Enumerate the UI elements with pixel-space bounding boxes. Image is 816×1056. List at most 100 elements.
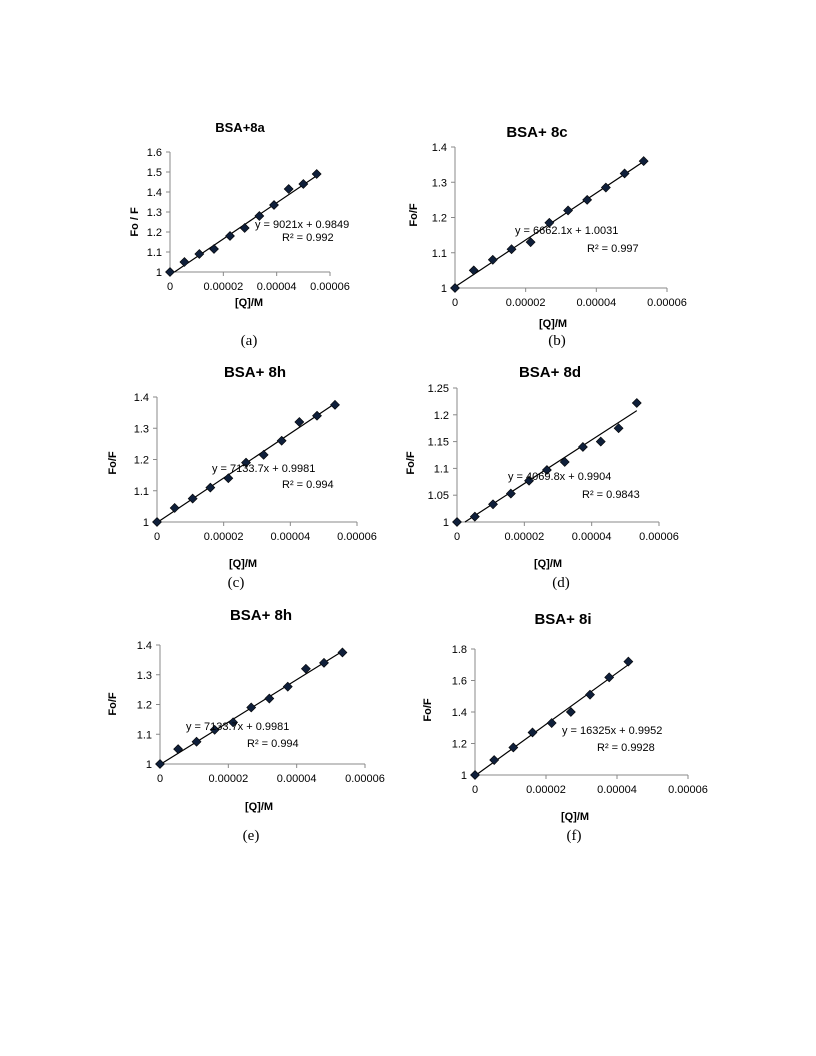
- data-point: [506, 244, 517, 255]
- chart-panel-e: BSA+ 8h Fo/F [Q]/M 1 1.1 1.2 1.3 1.4 0 0.00002…: [100, 598, 390, 818]
- x-tick-label: 0: [167, 281, 173, 293]
- x-axis-label: [Q]/M: [539, 318, 567, 330]
- data-point: [191, 736, 202, 747]
- data-point: [619, 168, 630, 179]
- data-point: [228, 717, 239, 728]
- y-tick-label: 1.3: [147, 207, 162, 219]
- y-tick-label: 1.25: [428, 383, 449, 395]
- x-tick-label: 0.00006: [668, 784, 708, 796]
- caption-c: (c): [227, 575, 245, 591]
- data-point: [264, 693, 275, 704]
- x-tick-label: 0.00004: [597, 784, 637, 796]
- data-point: [468, 265, 479, 276]
- data-point: [585, 689, 595, 700]
- x-axis-label: [Q]/M: [229, 558, 257, 570]
- y-axis-label: Fo/F: [422, 698, 434, 721]
- r-squared-label: R² = 0.997: [587, 243, 639, 255]
- data-point: [209, 244, 219, 254]
- x-tick-label: 0.00004: [270, 531, 310, 543]
- x-tick-label: 0.00006: [647, 297, 687, 309]
- y-tick-label: 1: [461, 770, 467, 782]
- chart-title: BSA+ 8h: [224, 364, 286, 381]
- data-point: [595, 436, 606, 447]
- chart-title: BSA+ 8h: [230, 607, 292, 624]
- r-squared-label: R² = 0.992: [282, 232, 334, 244]
- data-point: [319, 657, 329, 668]
- y-tick-label: 1.2: [137, 700, 152, 712]
- x-tick-label: 0.00002: [204, 531, 244, 543]
- x-tick-label: 0: [472, 784, 478, 796]
- chart-svg-b: BSA+ 8c Fo/F [Q]/M 1 1.1 1.2 1.3 1.4 0 0.00002…: [408, 124, 687, 330]
- y-axis-label: Fo / F: [129, 207, 141, 237]
- y-tick-label: 1: [146, 759, 152, 771]
- data-point: [577, 442, 588, 452]
- data-point: [565, 707, 576, 717]
- data-point: [311, 169, 322, 179]
- data-point: [269, 200, 279, 210]
- data-point: [613, 423, 624, 434]
- chart-svg-a: BSA+8a Fo / F [Q]/M 1 1.1 1.2 1.3 1.4 1.5 1.6 0…: [129, 120, 350, 309]
- y-tick-label: 1.2: [432, 213, 447, 225]
- caption-e: (e): [242, 828, 260, 844]
- data-point: [623, 656, 634, 667]
- caption-f: (f): [566, 828, 582, 844]
- chart-panel-a: BSA+8a Fo / F [Q]/M 1 1.1 1.2 1.3 1.4 1.5 1.6 0…: [120, 110, 380, 310]
- data-point: [505, 488, 516, 499]
- y-tick-label: 1: [156, 267, 162, 279]
- data-point: [559, 457, 570, 467]
- data-point: [330, 399, 340, 410]
- data-point: [638, 156, 649, 167]
- x-tick-label: 0: [157, 773, 163, 785]
- data-point: [187, 493, 198, 504]
- y-tick-label: 1.2: [147, 227, 162, 239]
- y-tick-label: 1.6: [147, 147, 162, 159]
- chart-panel-f: BSA+ 8i Fo/F [Q]/M 1 1.2 1.4 1.6 1.8 0 0.00002…: [415, 602, 708, 827]
- trendline-equation: y = 7133.7x + 0.9981: [186, 721, 289, 733]
- caption-b: (b): [548, 333, 566, 349]
- x-tick-label: 0: [454, 531, 460, 543]
- data-point: [173, 744, 184, 755]
- x-tick-label: 0.00004: [576, 297, 616, 309]
- x-tick-label: 0: [154, 531, 160, 543]
- data-point: [488, 499, 498, 510]
- x-axis-label: [Q]/M: [534, 558, 562, 570]
- chart-title: BSA+ 8c: [506, 124, 567, 141]
- data-point: [300, 663, 311, 674]
- r-squared-label: R² = 0.9928: [597, 742, 655, 754]
- x-axis-label: [Q]/M: [561, 811, 589, 823]
- chart-panel-d: BSA+ 8d Fo/F [Q]/M 1 1.05 1.1 1.15 1.2 1.25 0 0…: [400, 355, 690, 570]
- x-tick-label: 0.00002: [208, 773, 248, 785]
- y-tick-label: 1.4: [452, 707, 467, 719]
- chart-title: BSA+ 8i: [534, 611, 591, 628]
- y-tick-label: 1.2: [434, 410, 449, 422]
- y-tick-label: 1.6: [452, 676, 467, 688]
- y-axis-label: Fo/F: [107, 692, 119, 715]
- data-point: [239, 223, 250, 233]
- y-tick-label: 1.2: [134, 455, 149, 467]
- data-point: [312, 410, 322, 421]
- y-tick-label: 1.8: [452, 644, 467, 656]
- y-tick-label: 1: [441, 283, 447, 295]
- x-tick-label: 0.00004: [277, 773, 317, 785]
- y-tick-label: 1.3: [134, 423, 149, 435]
- x-axis-label: [Q]/M: [245, 801, 273, 813]
- data-point: [604, 672, 615, 683]
- data-point: [469, 511, 480, 522]
- chart-panel-b: BSA+ 8c Fo/F [Q]/M 1 1.1 1.2 1.3 1.4 0 0.00002…: [405, 115, 695, 330]
- y-axis-label: Fo/F: [405, 451, 417, 474]
- data-point: [337, 647, 348, 658]
- x-tick-label: 0.00006: [345, 773, 385, 785]
- trendline-equation: y = 6662.1x + 1.0031: [515, 225, 618, 237]
- data-point: [544, 217, 555, 228]
- y-tick-label: 1.4: [134, 392, 149, 404]
- y-axis-label: Fo/F: [408, 203, 420, 226]
- data-point: [194, 249, 205, 259]
- r-squared-label: R² = 0.994: [247, 738, 299, 750]
- data-point: [546, 718, 557, 728]
- data-point: [600, 182, 611, 193]
- data-point: [470, 770, 480, 780]
- x-axis-label: [Q]/M: [235, 297, 263, 309]
- y-tick-label: 1: [143, 517, 149, 529]
- y-tick-label: 1.4: [432, 142, 447, 154]
- data-point: [246, 702, 257, 713]
